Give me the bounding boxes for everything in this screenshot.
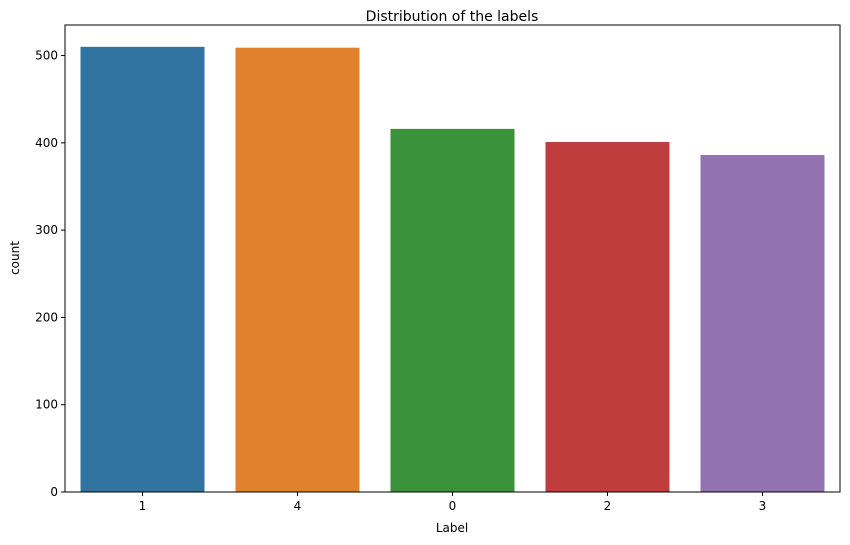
chart-title: Distribution of the labels [366,9,539,25]
bar-3 [700,155,825,492]
y-tick-label-200: 200 [35,310,58,324]
x-tick-label-4: 4 [294,499,302,513]
x-axis: 1 4 0 2 3 [139,492,767,513]
y-tick-label-400: 400 [35,136,58,150]
x-tick-label-3: 3 [759,499,767,513]
x-tick-label-1: 1 [139,499,147,513]
y-tick-label-0: 0 [50,485,58,499]
y-axis-label: count [8,241,22,275]
bar-1 [80,46,205,493]
plot-area [80,46,825,493]
bar-0 [390,128,515,493]
y-tick-label-100: 100 [35,398,58,412]
x-tick-label-0: 0 [449,499,457,513]
x-tick-label-2: 2 [604,499,612,513]
bar-2 [545,141,670,492]
y-tick-label-500: 500 [35,49,58,63]
y-tick-label-300: 300 [35,223,58,237]
bar-4 [235,47,360,493]
x-axis-label: Label [436,521,468,535]
y-axis: 0 100 200 300 400 500 [35,49,65,499]
